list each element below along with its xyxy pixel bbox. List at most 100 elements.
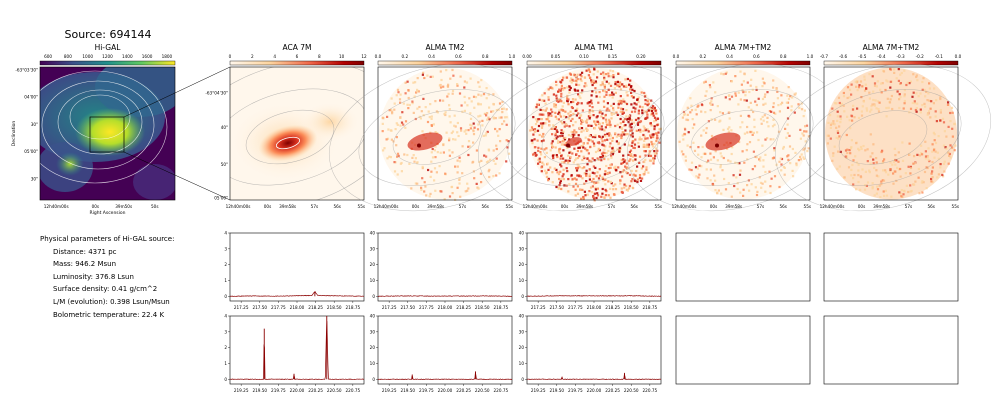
emission-pixel	[412, 154, 415, 157]
emission-pixel	[625, 102, 629, 106]
emission-pixel	[561, 134, 564, 137]
emission-pixel	[427, 168, 430, 172]
emission-pixel	[927, 147, 930, 150]
emission-pixel	[575, 169, 579, 172]
emission-pixel	[604, 135, 607, 138]
emission-pixel	[656, 123, 659, 126]
emission-pixel	[580, 197, 583, 200]
emission-pixel	[779, 157, 782, 160]
emission-pixel	[599, 128, 602, 131]
emission-pixel	[749, 131, 752, 134]
emission-pixel	[916, 102, 919, 105]
emission-pixel	[730, 152, 733, 156]
emission-pixel	[724, 96, 727, 99]
emission-pixel	[686, 106, 689, 109]
emission-pixel	[549, 166, 552, 169]
colorbar-tick: 6	[296, 54, 299, 59]
y-tick-label: 4	[224, 314, 227, 319]
emission-pixel	[836, 115, 839, 118]
emission-pixel	[390, 129, 393, 132]
emission-pixel	[571, 133, 574, 136]
emission-pixel	[628, 116, 631, 119]
emission-pixel	[609, 166, 612, 169]
emission-pixel	[626, 94, 629, 97]
emission-pixel	[708, 84, 711, 87]
colorbar-tick: 800	[64, 54, 72, 59]
emission-pixel	[439, 151, 442, 154]
x-tick-label: 218.50	[327, 305, 342, 310]
emission-pixel	[926, 113, 929, 116]
emission-pixel	[448, 104, 451, 107]
y-tick-label: 2	[224, 262, 227, 267]
emission-pixel	[582, 146, 585, 149]
emission-pixel	[652, 133, 655, 136]
emission-pixel	[628, 187, 631, 190]
emission-pixel	[593, 144, 596, 148]
colorbar-tick: 0.0	[375, 54, 382, 59]
emission-pixel	[609, 75, 613, 78]
emission-pixel	[912, 91, 915, 94]
emission-pixel	[391, 112, 394, 115]
emission-pixel	[483, 154, 486, 157]
emission-pixel	[582, 120, 585, 123]
emission-pixel	[912, 162, 915, 165]
emission-pixel	[695, 175, 698, 178]
emission-pixel	[931, 176, 934, 179]
emission-pixel	[836, 167, 839, 170]
emission-pixel	[850, 114, 853, 117]
figure-title: Source: 694144	[65, 28, 152, 41]
emission-pixel	[456, 121, 459, 125]
emission-pixel	[624, 159, 627, 162]
higal-emission	[95, 67, 175, 117]
emission-pixel	[754, 69, 757, 72]
emission-pixel	[490, 110, 493, 113]
emission-pixel	[385, 138, 388, 141]
emission-pixel	[704, 111, 707, 114]
emission-pixel	[651, 112, 654, 115]
emission-pixel	[478, 160, 481, 163]
emission-pixel	[495, 157, 498, 160]
emission-pixel	[639, 130, 642, 133]
emission-pixel	[485, 87, 488, 90]
y-tick-label: 40	[519, 231, 525, 236]
emission-pixel	[642, 133, 645, 137]
emission-pixel	[950, 106, 954, 109]
emission-pixel	[750, 108, 753, 111]
emission-pixel	[628, 159, 631, 162]
emission-pixel	[854, 155, 857, 158]
emission-pixel	[842, 91, 845, 95]
emission-pixel	[387, 128, 390, 131]
emission-pixel	[632, 159, 635, 162]
panel-frame	[823, 66, 959, 201]
colorbar-tick: -0.6	[839, 54, 848, 59]
emission-pixel	[772, 118, 775, 121]
emission-pixel	[440, 78, 443, 82]
emission-pixel	[542, 113, 545, 116]
emission-pixel	[915, 74, 918, 77]
emission-pixel	[851, 119, 854, 122]
emission-pixel	[495, 174, 498, 177]
emission-pixel	[948, 152, 951, 156]
emission-pixel	[943, 130, 946, 133]
emission-pixel	[554, 132, 557, 135]
emission-pixel	[615, 111, 618, 114]
emission-pixel	[892, 172, 895, 175]
emission-pixel	[603, 129, 606, 132]
emission-pixel	[551, 171, 554, 174]
emission-pixel	[638, 176, 642, 179]
x-tick-label: 219.75	[419, 388, 434, 393]
emission-pixel	[538, 113, 541, 116]
emission-pixel	[630, 126, 633, 129]
emission-pixel	[852, 177, 855, 180]
emission-pixel	[540, 166, 543, 169]
emission-pixel	[836, 131, 840, 134]
emission-pixel	[742, 80, 745, 83]
emission-pixel	[591, 83, 594, 87]
panel-title: ALMA TM2	[425, 43, 464, 52]
emission-pixel	[611, 147, 614, 150]
emission-pixel	[927, 92, 930, 95]
emission-pixel	[778, 185, 781, 189]
emission-pixel	[917, 95, 920, 98]
emission-pixel	[594, 136, 597, 139]
emission-pixel	[895, 179, 898, 182]
